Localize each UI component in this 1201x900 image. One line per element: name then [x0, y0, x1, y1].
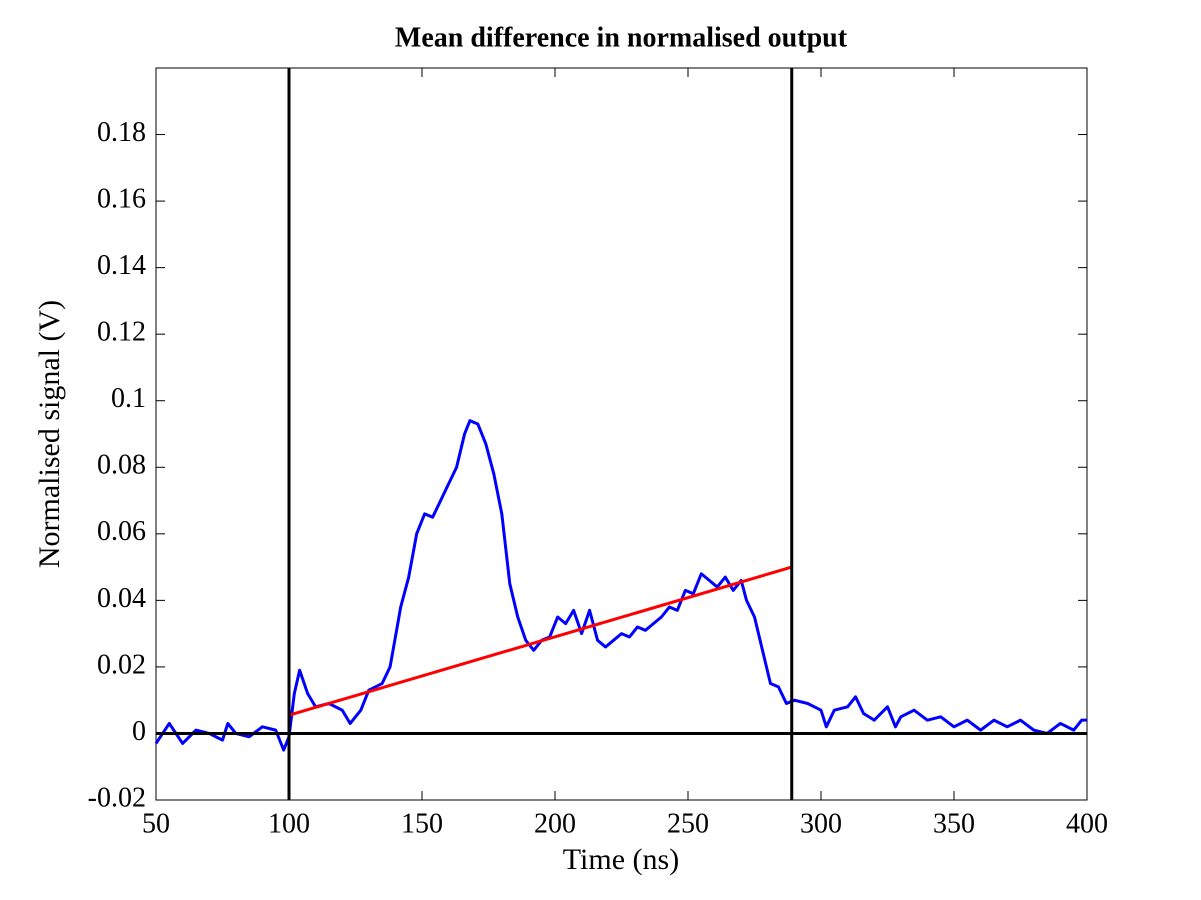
x-axis-label: Time (ns): [563, 843, 679, 876]
y-tick-label: 0.14: [97, 250, 146, 281]
y-axis-label: Normalised signal (V): [33, 300, 66, 568]
x-tick-label: 400: [1066, 808, 1108, 839]
x-tick-label: 200: [534, 808, 576, 839]
y-tick-label: 0.16: [97, 184, 146, 215]
y-tick-label: 0.18: [97, 117, 146, 148]
chart-title: Mean difference in normalised output: [395, 22, 848, 53]
y-tick-label: 0.08: [97, 450, 146, 481]
y-tick-label: 0.06: [97, 516, 146, 547]
plot-area: [155, 67, 1088, 801]
y-tick-label: 0: [132, 716, 146, 747]
y-tick-label: 0.1: [111, 383, 146, 414]
y-tick-label: 0.12: [97, 317, 146, 348]
x-tick-label: 50: [142, 808, 170, 839]
y-tick-label: -0.02: [88, 782, 146, 813]
x-tick-label: 350: [933, 808, 975, 839]
data-line: [288, 565, 793, 717]
x-tick-label: 250: [667, 808, 709, 839]
y-tick-label: 0.04: [97, 583, 146, 614]
x-tick-label: 300: [800, 808, 842, 839]
x-tick-label: 150: [401, 808, 443, 839]
x-tick-label: 100: [268, 808, 310, 839]
y-tick-label: 0.02: [97, 649, 146, 680]
